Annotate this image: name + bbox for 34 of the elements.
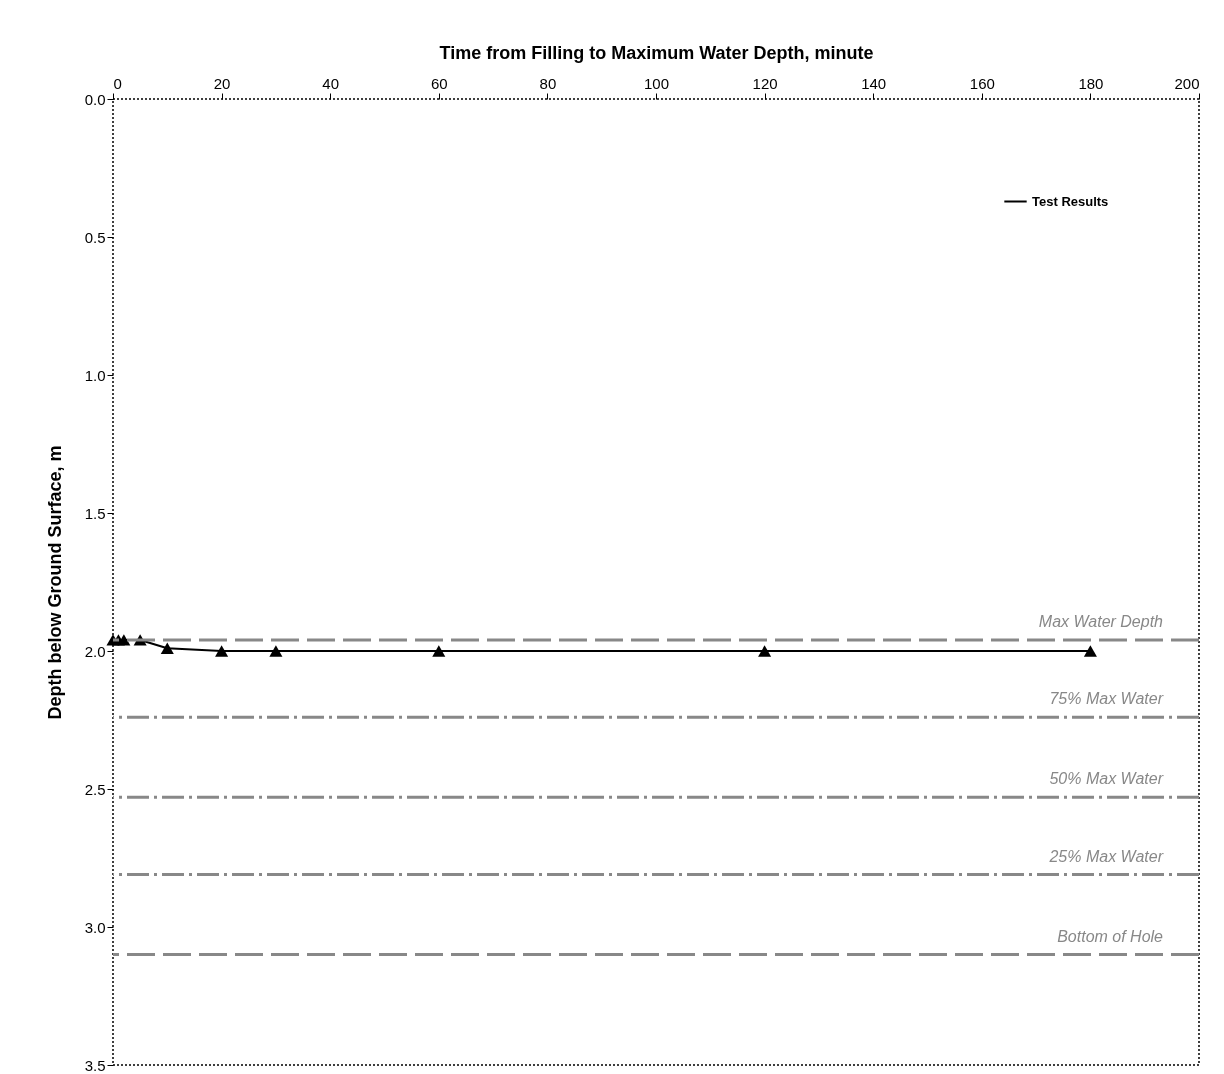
x-tick-label: 140: [861, 74, 887, 92]
point: [215, 645, 229, 657]
x-tick-label: 160: [969, 74, 995, 92]
ref-line-label: 25% Max Water: [1048, 847, 1164, 865]
point: [160, 642, 174, 654]
x-axis-title: Time from Filling to Maximum Water Depth, minute: [439, 42, 874, 63]
point: [432, 645, 446, 657]
x-tick-label: 200: [1174, 74, 1200, 92]
x-tick-label: 40: [322, 74, 340, 92]
legend-label: Test Results: [1032, 193, 1109, 209]
point: [269, 645, 283, 657]
y-axis-title: Depth below Ground Surface, m: [44, 445, 65, 720]
ref-line-label: Bottom of Hole: [1057, 927, 1164, 945]
y-tick-label: 1.0: [84, 366, 106, 384]
y-tick-label: 2.0: [84, 642, 106, 660]
x-tick-label: 20: [213, 74, 231, 92]
x-tick-label: 0: [113, 74, 122, 92]
y-tick-label: 0.5: [84, 228, 106, 246]
y-tick-label: 2.5: [84, 780, 106, 798]
x-tick-label: 80: [539, 74, 557, 92]
ref-line-label: 50% Max Water: [1049, 770, 1164, 788]
y-tick-label: 3.5: [84, 1056, 106, 1074]
ref-line-label: Max Water Depth: [1038, 612, 1164, 630]
y-tick-label: 3.0: [84, 918, 106, 936]
x-tick-label: 60: [430, 74, 448, 92]
y-tick-label: 1.5: [84, 504, 106, 522]
point: [1083, 645, 1097, 657]
point: [117, 634, 131, 646]
y-tick-label: 0.0: [84, 90, 106, 108]
x-tick-label: 120: [752, 74, 778, 92]
point: [758, 645, 772, 657]
x-tick-label: 100: [643, 74, 670, 92]
ref-line-label: 75% Max Water: [1049, 690, 1164, 708]
x-tick-label: 180: [1078, 74, 1104, 92]
